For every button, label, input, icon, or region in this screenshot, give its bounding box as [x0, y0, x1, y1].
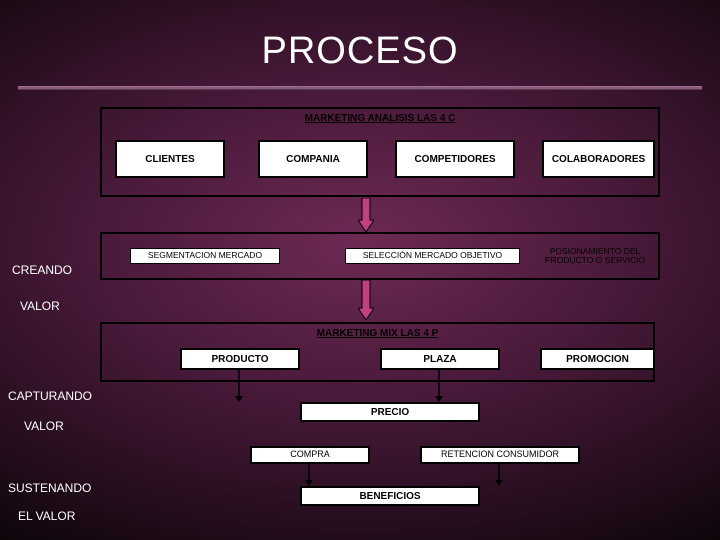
box-segmentacion: SEGMENTACION MERCADO [130, 248, 280, 264]
label-creando: CREANDO [12, 262, 72, 279]
divider [18, 86, 702, 90]
box-clientes: CLIENTES [115, 140, 225, 178]
arrow-down-1 [358, 198, 374, 232]
label-el-valor: EL VALOR [18, 508, 75, 525]
arrow-producto-down [234, 370, 244, 402]
box-compra: COMPRA [250, 446, 370, 464]
box-plaza: PLAZA [380, 348, 500, 370]
section-1-header: MARKETING ANALISIS LAS 4 C [305, 113, 456, 124]
label-valor-1: VALOR [20, 298, 60, 315]
box-compania: COMPANIA [258, 140, 368, 178]
section-3-header: MARKETING MIX LAS 4 P [317, 328, 439, 339]
box-colaboradores: COLABORADORES [542, 140, 655, 178]
box-competidores: COMPETIDORES [395, 140, 515, 178]
label-capturando: CAPTURANDO [8, 388, 92, 405]
box-producto: PRODUCTO [180, 348, 300, 370]
label-sustenando: SUSTENANDO [8, 480, 91, 497]
arrow-compra-down [304, 464, 314, 486]
box-precio: PRECIO [300, 402, 480, 422]
page-title: PROCESO [0, 30, 720, 73]
label-valor-2: VALOR [24, 418, 64, 435]
box-promocion: PROMOCION [540, 348, 655, 370]
box-seleccion: SELECCIÓN MERCADO OBJETIVO [345, 248, 520, 264]
arrow-down-2 [358, 280, 374, 320]
box-posicionamiento: POSIONAMIENTO DEL PRODUCTO O SERVICIO [535, 239, 655, 273]
box-retencion: RETENCION CONSUMIDOR [420, 446, 580, 464]
box-beneficios: BENEFICIOS [300, 486, 480, 506]
arrow-plaza-down [434, 370, 444, 402]
arrow-retencion-down [494, 464, 504, 486]
